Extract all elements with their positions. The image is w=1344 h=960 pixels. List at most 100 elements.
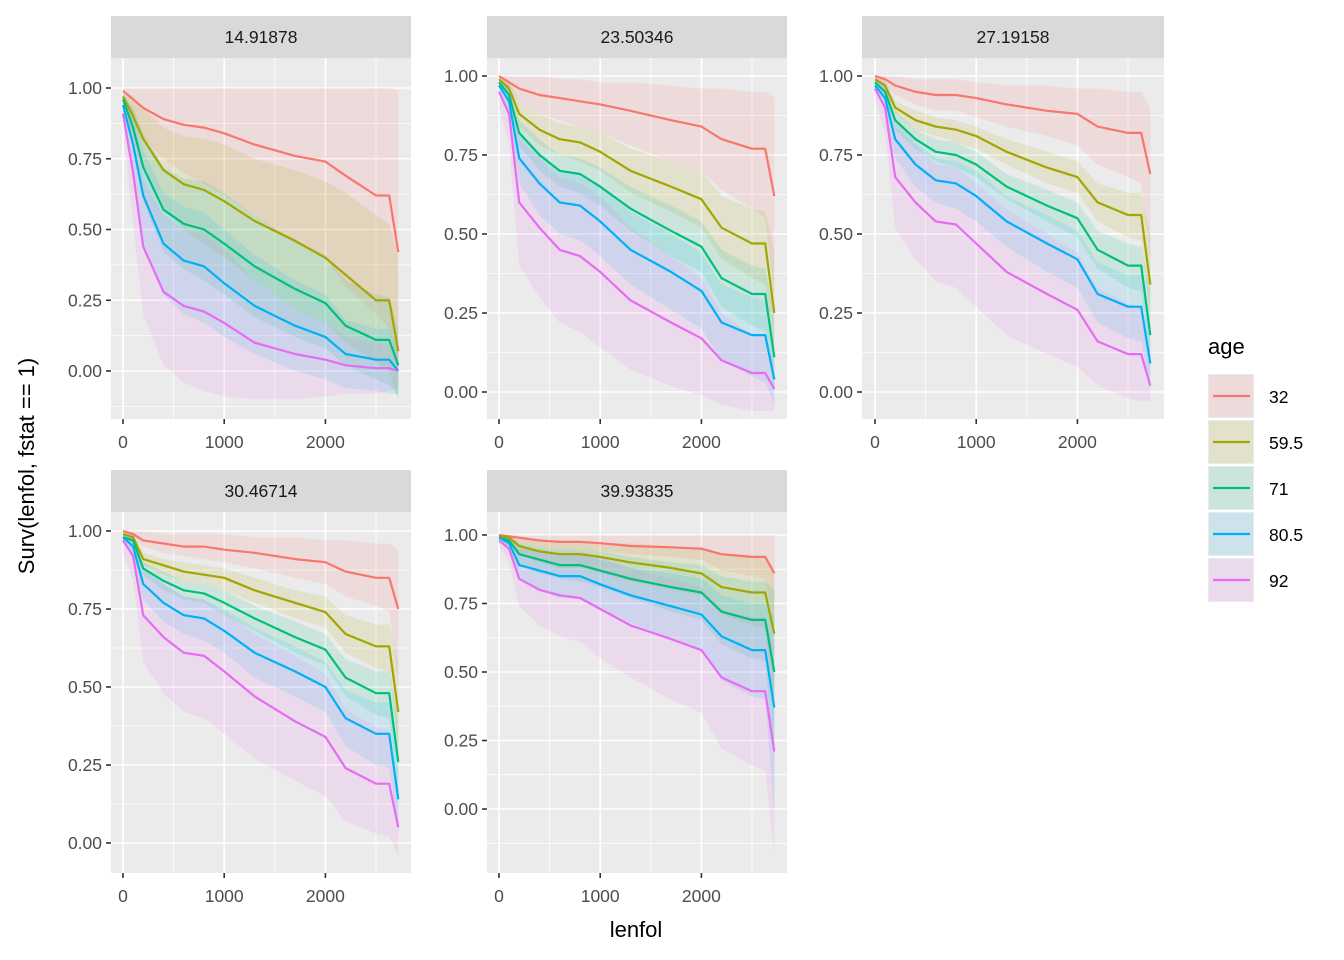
- y-tick-label: 0.25: [444, 731, 478, 751]
- facet-strip: [487, 470, 787, 512]
- confidence-ribbon-age-71: [499, 79, 775, 392]
- survival-line-age-92: [122, 539, 400, 828]
- x-tick-label: 1000: [205, 886, 244, 906]
- facet-strip-label: 14.91878: [225, 27, 298, 47]
- confidence-ribbon-age-32: [499, 76, 775, 298]
- confidence-ribbon-age-92: [123, 96, 399, 400]
- facet-panel: 23.50346 0.00 0.25 0.50 0.75 1.00 0 1000 2000: [444, 16, 787, 452]
- confidence-ribbon-age-59.5: [123, 531, 399, 750]
- survival-line-age-92: [874, 88, 1152, 387]
- facet-strip-label: 27.19158: [977, 27, 1050, 47]
- legend-item: 59.5: [1208, 420, 1303, 464]
- confidence-ribbon-age-71: [499, 535, 775, 766]
- x-tick-label: 2000: [306, 432, 345, 452]
- panel-marks: [874, 74, 1152, 402]
- confidence-ribbon-age-92: [875, 76, 1151, 402]
- survival-line-age-32: [122, 529, 400, 610]
- confidence-ribbon-age-80.5: [499, 535, 775, 815]
- panel-marks: [121, 88, 400, 400]
- confidence-ribbon-age-92: [499, 535, 775, 856]
- survival-line-age-71: [121, 98, 400, 366]
- x-tick-label: 2000: [682, 886, 721, 906]
- x-tick-label: 1000: [957, 432, 996, 452]
- legend-label: 92: [1269, 571, 1288, 591]
- confidence-ribbon-age-32: [875, 76, 1151, 260]
- y-axis-title: Surv(lenfol, fstat == 1): [14, 358, 39, 574]
- y-tick-label: 0.00: [819, 382, 853, 402]
- x-tick-label: 0: [494, 432, 504, 452]
- survival-line-age-80.5: [122, 536, 400, 800]
- y-tick-label: 0.75: [444, 145, 478, 165]
- y-tick-label: 0.25: [444, 303, 478, 323]
- confidence-ribbon-age-32: [123, 531, 399, 681]
- confidence-ribbon-age-59.5: [499, 76, 775, 367]
- survival-line-age-32: [498, 533, 776, 574]
- y-tick-label: 0.50: [68, 677, 102, 697]
- confidence-ribbon-age-80.5: [499, 79, 775, 405]
- panel-background: [487, 512, 787, 873]
- x-tick-label: 1000: [581, 886, 620, 906]
- legend-item: 80.5: [1208, 512, 1303, 556]
- survival-line-age-71: [122, 536, 400, 763]
- survival-line-age-71: [498, 536, 776, 673]
- y-tick-label: 0.50: [444, 662, 478, 682]
- y-tick-label: 0.00: [444, 799, 478, 819]
- x-tick-label: 2000: [1058, 432, 1097, 452]
- x-tick-label: 1000: [205, 432, 244, 452]
- confidence-ribbon-age-92: [499, 76, 775, 411]
- survival-line-age-32: [122, 89, 400, 253]
- facet-panel: 30.46714 0.00 0.25 0.50 0.75 1.00 0 1000 2000: [68, 470, 411, 906]
- legend-label: 80.5: [1269, 525, 1303, 545]
- survival-line-age-80.5: [498, 536, 776, 708]
- survival-line-age-92: [497, 91, 776, 390]
- y-tick-label: 1.00: [68, 78, 102, 98]
- confidence-ribbon-age-59.5: [499, 535, 775, 711]
- y-tick-label: 0.00: [68, 833, 102, 853]
- confidence-ribbon-age-80.5: [875, 79, 1151, 392]
- confidence-ribbon-age-80.5: [123, 534, 399, 834]
- y-tick-label: 0.50: [819, 224, 853, 244]
- y-tick-label: 0.25: [68, 755, 102, 775]
- confidence-ribbon-age-71: [123, 534, 399, 797]
- survival-line-age-92: [121, 113, 399, 373]
- legend-label: 32: [1269, 387, 1288, 407]
- survival-line-age-59.5: [122, 96, 400, 352]
- facet-strip-label: 23.50346: [601, 27, 674, 47]
- y-tick-label: 0.25: [819, 303, 853, 323]
- y-tick-label: 1.00: [444, 66, 478, 86]
- legend-item: 71: [1208, 466, 1288, 510]
- y-tick-label: 0.00: [68, 361, 102, 381]
- legend-item: 32: [1208, 374, 1288, 418]
- y-tick-label: 0.75: [68, 599, 102, 619]
- survival-line-age-59.5: [498, 78, 776, 314]
- confidence-ribbon-age-80.5: [123, 93, 399, 394]
- survival-line-age-59.5: [874, 78, 1152, 285]
- survival-line-age-32: [874, 74, 1152, 175]
- facet-strip: [111, 470, 411, 512]
- x-tick-label: 2000: [306, 886, 345, 906]
- facet-strip: [862, 16, 1164, 58]
- confidence-ribbon-age-59.5: [123, 90, 399, 400]
- panel-marks: [498, 533, 776, 856]
- survival-line-age-71: [874, 81, 1152, 336]
- y-tick-label: 0.75: [444, 594, 478, 614]
- x-tick-label: 0: [494, 886, 504, 906]
- survival-line-age-59.5: [122, 533, 400, 713]
- x-tick-label: 0: [118, 886, 128, 906]
- y-tick-label: 0.50: [444, 224, 478, 244]
- x-axis-title: lenfol: [610, 917, 663, 942]
- facet-strip-label: 30.46714: [225, 481, 298, 501]
- survival-line-age-59.5: [498, 535, 776, 634]
- confidence-ribbon-age-71: [123, 93, 399, 397]
- survival-line-age-32: [498, 75, 776, 197]
- x-tick-label: 0: [870, 432, 880, 452]
- x-tick-label: 0: [118, 432, 128, 452]
- survival-line-age-80.5: [498, 84, 776, 380]
- confidence-ribbon-age-32: [499, 535, 775, 629]
- x-tick-label: 1000: [581, 432, 620, 452]
- confidence-ribbon-age-59.5: [875, 76, 1151, 317]
- facet-panel: 27.19158 0.00 0.25 0.50 0.75 1.00 0 1000 2000: [819, 16, 1164, 452]
- survival-line-age-80.5: [121, 104, 400, 372]
- confidence-ribbon-age-71: [875, 79, 1151, 361]
